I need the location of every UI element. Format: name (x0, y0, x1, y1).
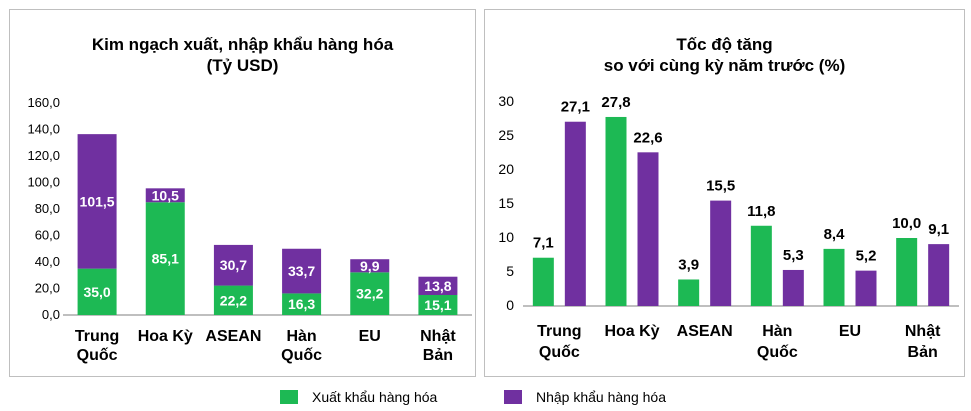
left-chart-title-line1: Kim ngạch xuất, nhập khẩu hàng hóa (91, 35, 394, 54)
y-tick-label: 100,0 (27, 175, 60, 190)
category-label: Bản (423, 347, 453, 364)
left-chart-title-line2: (Tỷ USD) (206, 56, 279, 75)
y-tick-label: 140,0 (27, 122, 60, 137)
import-bar (145, 188, 185, 203)
legend-export: Xuất khẩu hàng hóa (280, 388, 437, 406)
import-data-label: 30,7 (220, 257, 247, 273)
export-bar (282, 293, 322, 315)
category-label: Trung (537, 323, 581, 340)
import-data-label: 33,7 (288, 263, 315, 279)
export-bar (896, 238, 918, 306)
legend-import: Nhập khẩu hàng hóa (504, 388, 666, 406)
import-data-label: 9,1 (928, 221, 949, 238)
import-bar (282, 248, 322, 294)
export-data-label: 35,0 (83, 284, 110, 300)
import-data-label: 5,2 (856, 248, 877, 265)
category-label: Hàn (286, 328, 316, 345)
y-tick-label: 0 (506, 297, 514, 313)
left-chart-panel: Kim ngạch xuất, nhập khẩu hàng hóa (Tỷ U… (9, 9, 476, 377)
export-data-label: 22,2 (220, 292, 247, 308)
import-data-label: 15,5 (706, 178, 735, 195)
category-label: Hàn (762, 323, 792, 340)
export-data-label: 3,9 (678, 256, 699, 273)
y-tick-label: 30 (498, 93, 514, 109)
import-data-label: 101,5 (80, 193, 115, 209)
category-label: Nhật (420, 328, 456, 345)
left-chart-plot: 0,0 20,0 40,0 60,0 80,0 100,0 120,0 140,0 160,0 3… (27, 95, 472, 364)
import-data-label: 13,8 (424, 278, 451, 294)
export-data-label: 11,8 (747, 203, 775, 220)
import-data-label: 10,5 (152, 187, 179, 203)
right-chart-title-line1: Tốc độ tăng (676, 35, 773, 54)
import-data-label: 22,6 (633, 129, 662, 146)
category-label: Quốc (539, 344, 580, 361)
category-label: ASEAN (205, 328, 261, 345)
right-chart-plot: 0 5 10 15 20 25 30 7,1 27,1 Trung Quốc 27,8 22,6 Hoa … (498, 93, 959, 361)
category-label: Trung (75, 328, 119, 345)
export-bar (823, 248, 845, 306)
export-data-label: 10,0 (892, 215, 921, 232)
import-bar (710, 200, 732, 306)
legend-import-label: Nhập khẩu hàng hóa (536, 389, 666, 405)
export-bar (678, 279, 700, 306)
category-label: EU (839, 323, 861, 340)
export-data-label: 15,1 (424, 297, 451, 313)
import-bar (782, 269, 804, 306)
export-data-label: 16,3 (288, 296, 315, 312)
import-bar (928, 244, 950, 306)
import-bar (418, 276, 458, 295)
right-chart-title-line2: so với cùng kỳ năm trước (%) (603, 56, 846, 75)
export-bar (145, 202, 185, 315)
export-bar (350, 272, 390, 315)
y-tick-label: 80,0 (35, 201, 60, 216)
export-data-label: 27,8 (601, 94, 630, 111)
y-tick-label: 120,0 (27, 148, 60, 163)
y-tick-label: 20 (498, 161, 514, 177)
import-bar (213, 244, 253, 286)
import-bar (564, 121, 586, 306)
category-label: EU (359, 328, 381, 345)
legend-export-swatch (280, 390, 298, 404)
category-label: Nhật (905, 323, 941, 340)
y-tick-label: 60,0 (35, 228, 60, 243)
category-label: Bản (908, 344, 938, 361)
y-tick-label: 25 (498, 127, 514, 143)
right-chart-panel: Tốc độ tăng so với cùng kỳ năm trước (%)… (484, 9, 965, 377)
import-data-label: 5,3 (783, 247, 804, 264)
export-bar (605, 116, 627, 307)
import-bar (855, 270, 877, 306)
export-bar (213, 285, 253, 315)
import-bar (637, 152, 659, 306)
category-label: Hoa Kỳ (604, 323, 659, 340)
export-data-label: 32,2 (356, 286, 383, 302)
category-label: Quốc (757, 344, 798, 361)
export-data-label: 8,4 (824, 226, 846, 243)
export-data-label: 85,1 (152, 251, 179, 267)
export-bar (418, 294, 458, 315)
export-data-label: 7,1 (533, 235, 554, 252)
y-tick-label: 10 (498, 229, 514, 245)
y-tick-label: 20,0 (35, 281, 60, 296)
category-label: Quốc (281, 347, 322, 364)
import-data-label: 9,9 (360, 258, 380, 274)
category-label: ASEAN (677, 323, 733, 340)
import-bar (77, 134, 117, 269)
export-bar (750, 225, 772, 306)
export-bar (532, 257, 554, 306)
y-tick-label: 5 (506, 263, 514, 279)
y-tick-label: 15 (498, 195, 514, 211)
y-tick-label: 40,0 (35, 254, 60, 269)
legend-export-label: Xuất khẩu hàng hóa (312, 389, 438, 405)
import-bar (350, 259, 390, 273)
category-label: Quốc (77, 347, 118, 364)
export-bar (77, 268, 117, 315)
import-data-label: 27,1 (561, 99, 590, 116)
legend-import-swatch (504, 390, 522, 404)
y-tick-label: 0,0 (42, 307, 60, 322)
y-tick-label: 160,0 (27, 95, 60, 110)
category-label: Hoa Kỳ (138, 328, 193, 345)
